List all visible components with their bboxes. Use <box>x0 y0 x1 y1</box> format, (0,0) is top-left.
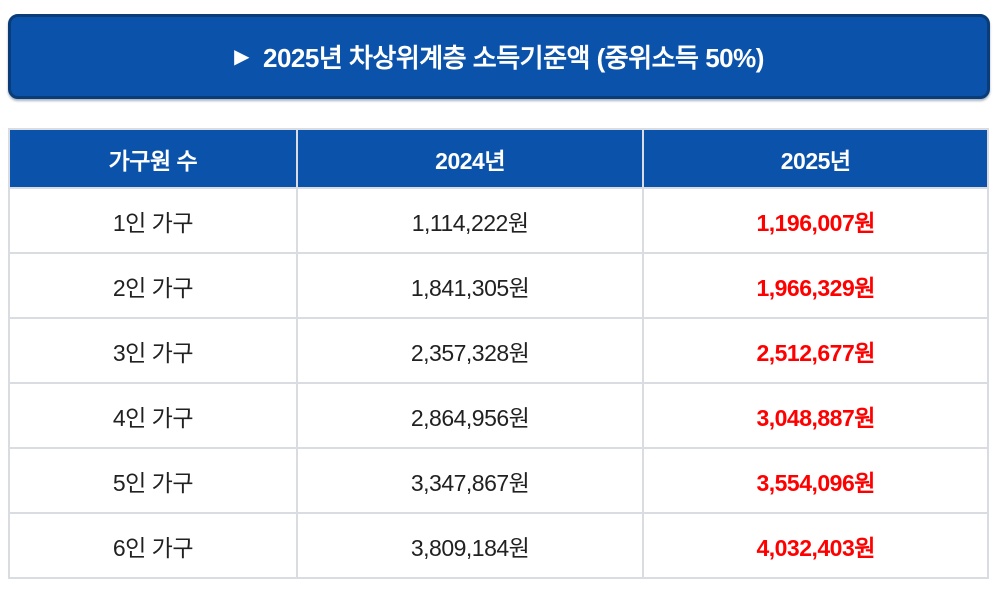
household-cell: 6인 가구 <box>8 512 298 579</box>
table-row: 3인 가구 2,357,328원 2,512,677원 <box>8 317 989 384</box>
value-2024-cell: 2,864,956원 <box>295 382 645 449</box>
value-2025-cell: 3,048,887원 <box>642 382 989 449</box>
value-2025-cell: 1,196,007원 <box>642 187 989 254</box>
table-header-row: 가구원 수 2024년 2025년 <box>8 128 989 189</box>
value-2024-cell: 1,841,305원 <box>295 252 645 319</box>
household-cell: 5인 가구 <box>8 447 298 514</box>
table-row: 4인 가구 2,864,956원 3,048,887원 <box>8 382 989 449</box>
value-2024-cell: 2,357,328원 <box>295 317 645 384</box>
household-cell: 2인 가구 <box>8 252 298 319</box>
household-cell: 3인 가구 <box>8 317 298 384</box>
table-row: 5인 가구 3,347,867원 3,554,096원 <box>8 447 989 514</box>
header-year-2024: 2024년 <box>295 128 645 189</box>
household-cell: 1인 가구 <box>8 187 298 254</box>
value-2024-cell: 1,114,222원 <box>295 187 645 254</box>
title-banner: ▶ 2025년 차상위계층 소득기준액 (중위소득 50%) <box>8 14 990 99</box>
household-cell: 4인 가구 <box>8 382 298 449</box>
header-household-size: 가구원 수 <box>8 128 298 189</box>
play-triangle-icon: ▶ <box>234 45 249 68</box>
value-2024-cell: 3,347,867원 <box>295 447 645 514</box>
table-row: 2인 가구 1,841,305원 1,966,329원 <box>8 252 989 319</box>
value-2025-cell: 3,554,096원 <box>642 447 989 514</box>
value-2025-cell: 1,966,329원 <box>642 252 989 319</box>
value-2025-cell: 4,032,403원 <box>642 512 989 579</box>
value-2024-cell: 3,809,184원 <box>295 512 645 579</box>
page-title: 2025년 차상위계층 소득기준액 (중위소득 50%) <box>263 43 764 73</box>
value-2025-cell: 2,512,677원 <box>642 317 989 384</box>
table-row: 6인 가구 3,809,184원 4,032,403원 <box>8 512 989 579</box>
header-year-2025: 2025년 <box>642 128 989 189</box>
income-criteria-table: 가구원 수 2024년 2025년 1인 가구 1,114,222원 1,196… <box>8 128 989 579</box>
table-row: 1인 가구 1,114,222원 1,196,007원 <box>8 187 989 254</box>
